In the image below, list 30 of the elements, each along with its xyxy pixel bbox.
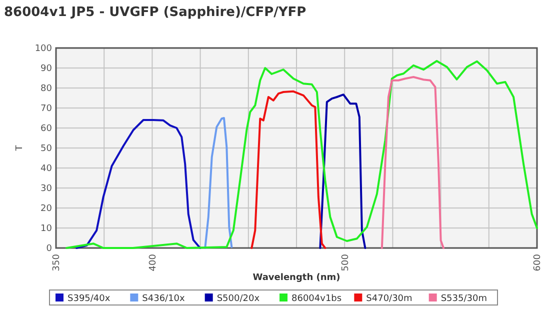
legend-label: S470/30m bbox=[366, 294, 412, 304]
x-axis-title: Wavelength (nm) bbox=[252, 273, 340, 283]
line-series bbox=[76, 119, 202, 249]
y-tick-label: 100 bbox=[34, 44, 52, 54]
line-series bbox=[66, 60, 538, 249]
y-tick-label: 90 bbox=[40, 64, 52, 74]
chart-title: 86004v1 JP5 - UVGFP (Sapphire)/CFP/YFP bbox=[4, 5, 306, 20]
y-tick-label: 30 bbox=[40, 184, 52, 194]
legend-label: S395/40x bbox=[68, 294, 111, 304]
x-tick-label: 350 bbox=[52, 254, 62, 272]
y-tick-label: 10 bbox=[40, 224, 52, 234]
y-tick-label: 70 bbox=[40, 104, 52, 114]
x-tick-label: 400 bbox=[148, 254, 158, 272]
x-tick-label: 600 bbox=[533, 254, 544, 272]
y-tick-label: 80 bbox=[40, 84, 52, 94]
y-tick-label: 50 bbox=[40, 144, 52, 154]
y-tick-label: 40 bbox=[40, 164, 52, 174]
legend-label: S500/20x bbox=[216, 294, 260, 304]
y-tick-label: 20 bbox=[40, 204, 52, 214]
y-tick-label: 0 bbox=[46, 244, 52, 254]
line-series bbox=[250, 90, 326, 249]
y-tick-label: 60 bbox=[40, 124, 52, 134]
legend-label: S535/30m bbox=[440, 294, 487, 304]
y-axis-title: T bbox=[15, 144, 25, 152]
line-series bbox=[204, 117, 233, 249]
x-tick-label: 500 bbox=[340, 254, 351, 272]
legend-label: S436/10x bbox=[142, 294, 186, 304]
line-series bbox=[319, 94, 366, 249]
legend-label: 86004v1bs bbox=[292, 294, 342, 304]
line-series bbox=[380, 76, 444, 249]
